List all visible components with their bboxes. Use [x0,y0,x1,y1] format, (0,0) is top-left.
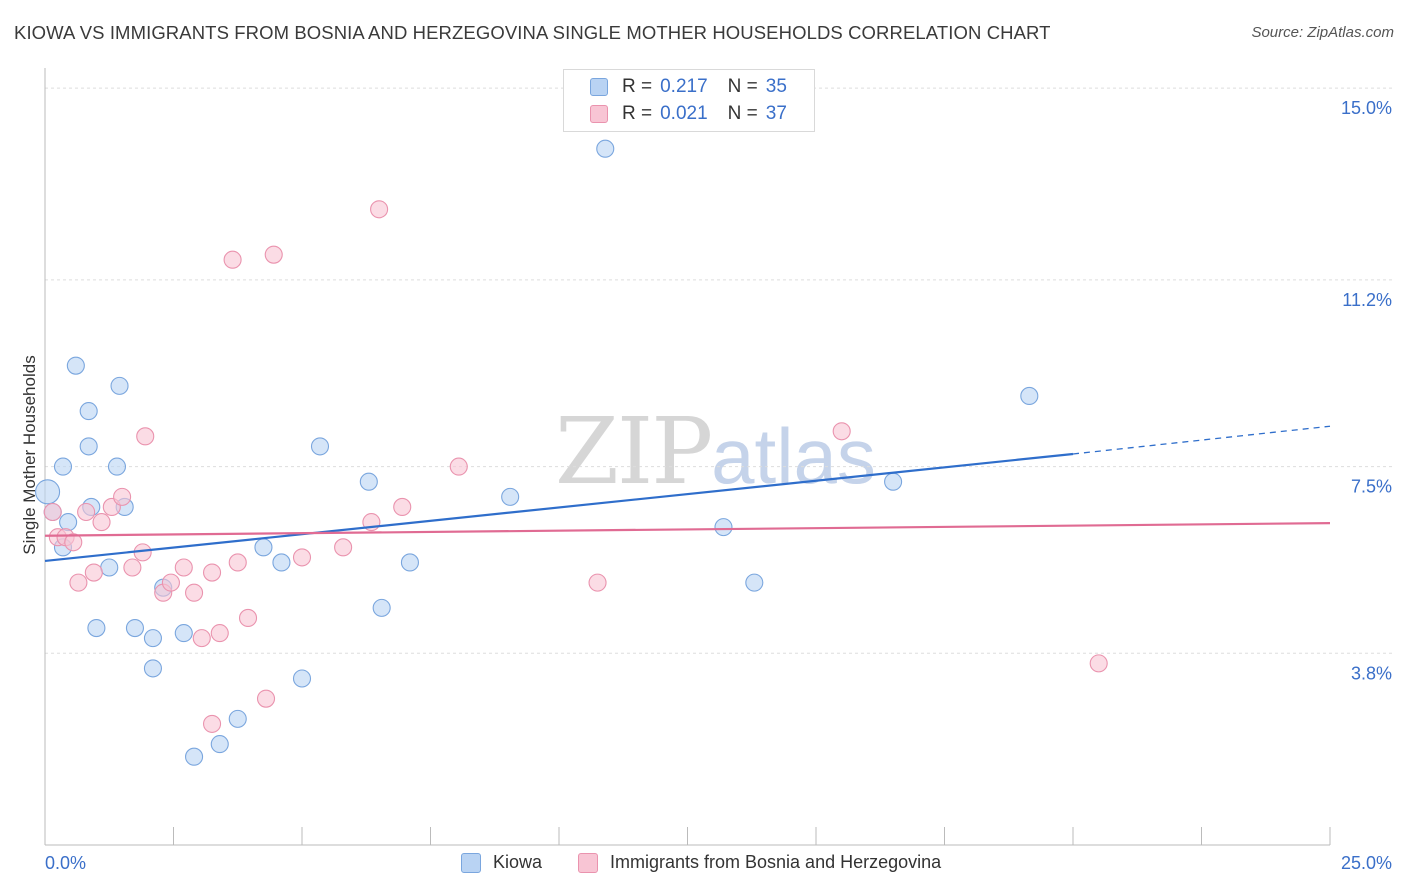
legend-r-value: 0.217 [660,76,708,97]
bosnia-point [185,583,204,602]
legend-swatch-bosnia [590,105,608,123]
kiowa-point [596,139,615,158]
bosnia-point [174,558,193,577]
legend-r-label: R = [622,103,653,124]
bosnia-point [449,457,468,476]
bosnia-point [113,487,132,506]
kiowa-point [35,479,61,505]
kiowa-point [110,376,129,395]
kiowa-point [292,669,312,688]
kiowa-point [53,457,73,476]
bosnia-point [203,563,222,582]
bosnia-point [136,427,155,446]
kiowa-point [79,437,98,456]
kiowa-point [884,472,903,491]
kiowa-point [714,518,733,537]
bosnia-point [588,573,607,592]
bosnia-point [238,608,258,628]
legend-row-bosnia: R = 0.021 N = 37 [590,101,787,127]
kiowa-point [79,402,98,421]
kiowa-trend-extension [1072,425,1331,455]
bosnia-point [123,558,142,577]
legend-r-label: R = [622,76,653,97]
chart-title: KIOWA VS IMMIGRANTS FROM BOSNIA AND HERZ… [14,22,1051,43]
y-tick-label: 7.5% [1351,477,1392,497]
bosnia-point [832,422,851,441]
kiowa-point [400,553,419,572]
legend-row-kiowa: R = 0.217 N = 35 [590,74,787,100]
x-tick-label: 25.0% [1341,853,1392,873]
legend-n-label: N = [727,103,758,124]
kiowa-point [1020,386,1039,406]
series-label-kiowa: Kiowa [493,852,543,872]
bosnia-point [64,533,83,552]
bosnia-point [370,200,389,219]
legend-n-value: 37 [765,103,787,124]
bosnia-point [92,513,111,532]
kiowa-point [66,356,85,375]
data-points [35,139,1108,766]
bosnia-point [334,538,353,557]
y-tick-label: 15.0% [1341,98,1392,118]
series-legend-kiowa: Kiowa [461,852,542,873]
kiowa-point [210,735,229,754]
kiowa-point [125,618,144,638]
kiowa-point [174,624,193,643]
kiowa-point [185,747,204,766]
series-swatch-bosnia [578,852,598,873]
bosnia-point [43,502,62,522]
y-tick-label: 3.8% [1351,663,1392,683]
bosnia-point [1089,654,1108,673]
axes [44,68,1331,846]
kiowa-point [87,618,106,638]
bosnia-point [77,502,96,522]
y-tick-label: 11.2% [1342,290,1392,310]
bosnia-point [264,245,283,264]
correlation-legend: R = 0.217 N = 35 R = 0.021 N = 37 [563,69,815,132]
series-label-bosnia: Immigrants from Bosnia and Herzegovina [610,852,942,872]
kiowa-point [359,472,378,491]
x-tick-label: 0.0% [45,853,86,873]
kiowa-point [501,487,520,506]
bosnia-point [228,553,247,572]
kiowa-point [228,709,247,728]
source-note: Source: ZipAtlas.com [1251,24,1394,41]
bosnia-point [84,563,103,582]
kiowa-trend-line [44,452,1074,563]
trend-lines [44,425,1331,563]
bosnia-point [223,250,242,269]
legend-swatch-kiowa [590,78,608,96]
legend-n-label: N = [727,76,758,97]
kiowa-point [59,513,78,532]
bosnia-point [69,573,88,592]
bosnia-point [161,573,180,592]
kiowa-point [143,629,162,648]
bosnia-point [393,497,412,517]
kiowa-point [745,573,764,592]
kiowa-point [254,538,273,557]
bosnia-point [192,629,211,648]
kiowa-point [143,659,162,678]
bosnia-trend-line [44,522,1331,537]
bosnia-point [203,714,222,733]
series-legend-bosnia: Immigrants from Bosnia and Herzegovina [578,852,941,873]
tick-labels: 3.8% 7.5% 11.2% 15.0% 0.0% 25.0% [45,98,1392,873]
bosnia-point [292,548,312,567]
legend-r-value: 0.021 [660,103,708,124]
watermark-zip: ZIP [555,398,713,505]
legend-n-value: 35 [765,76,787,97]
kiowa-point [107,457,127,476]
bosnia-point [256,689,276,708]
kiowa-point [100,558,119,577]
series-swatch-kiowa [461,852,481,873]
kiowa-point [310,437,330,456]
kiowa-point [372,598,391,617]
grid-lines [45,87,1392,654]
bosnia-point [210,624,229,643]
kiowa-point [272,553,291,572]
